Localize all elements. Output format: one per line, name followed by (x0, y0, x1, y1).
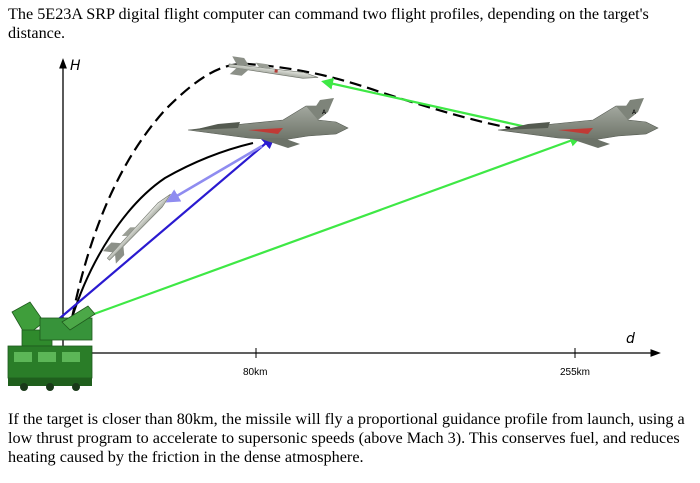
far-profile-trajectory (70, 62, 511, 319)
far-profile-line-target-to-missile (321, 77, 559, 136)
y-axis-label: H (70, 58, 81, 74)
axes: H d 80km 255km (50, 58, 661, 378)
far-profile-line-launcher-to-target (71, 135, 582, 324)
missile-icon (228, 56, 319, 79)
top-caption: The 5E23A SRP digital flight computer ca… (8, 5, 649, 42)
trajectories (70, 62, 511, 319)
x-axis-label: d (626, 331, 635, 347)
missile-icon (102, 193, 171, 264)
tick-label-80km: 80km (243, 367, 267, 378)
tick-label-255km: 255km (560, 367, 590, 378)
svg-text:A: A (632, 109, 637, 116)
svg-text:A: A (322, 109, 327, 116)
guidance-lines (39, 77, 582, 336)
near-profile-line-target-to-missile (165, 144, 263, 203)
fighter-jet-icon: A (187, 98, 349, 148)
bottom-caption: If the target is closer than 80km, the m… (8, 410, 685, 466)
near-profile-line-launcher-to-target (39, 134, 276, 336)
fighter-jet-icon: A (497, 98, 659, 148)
launcher-icon (7, 301, 96, 391)
near-profile-trajectory (71, 142, 254, 319)
